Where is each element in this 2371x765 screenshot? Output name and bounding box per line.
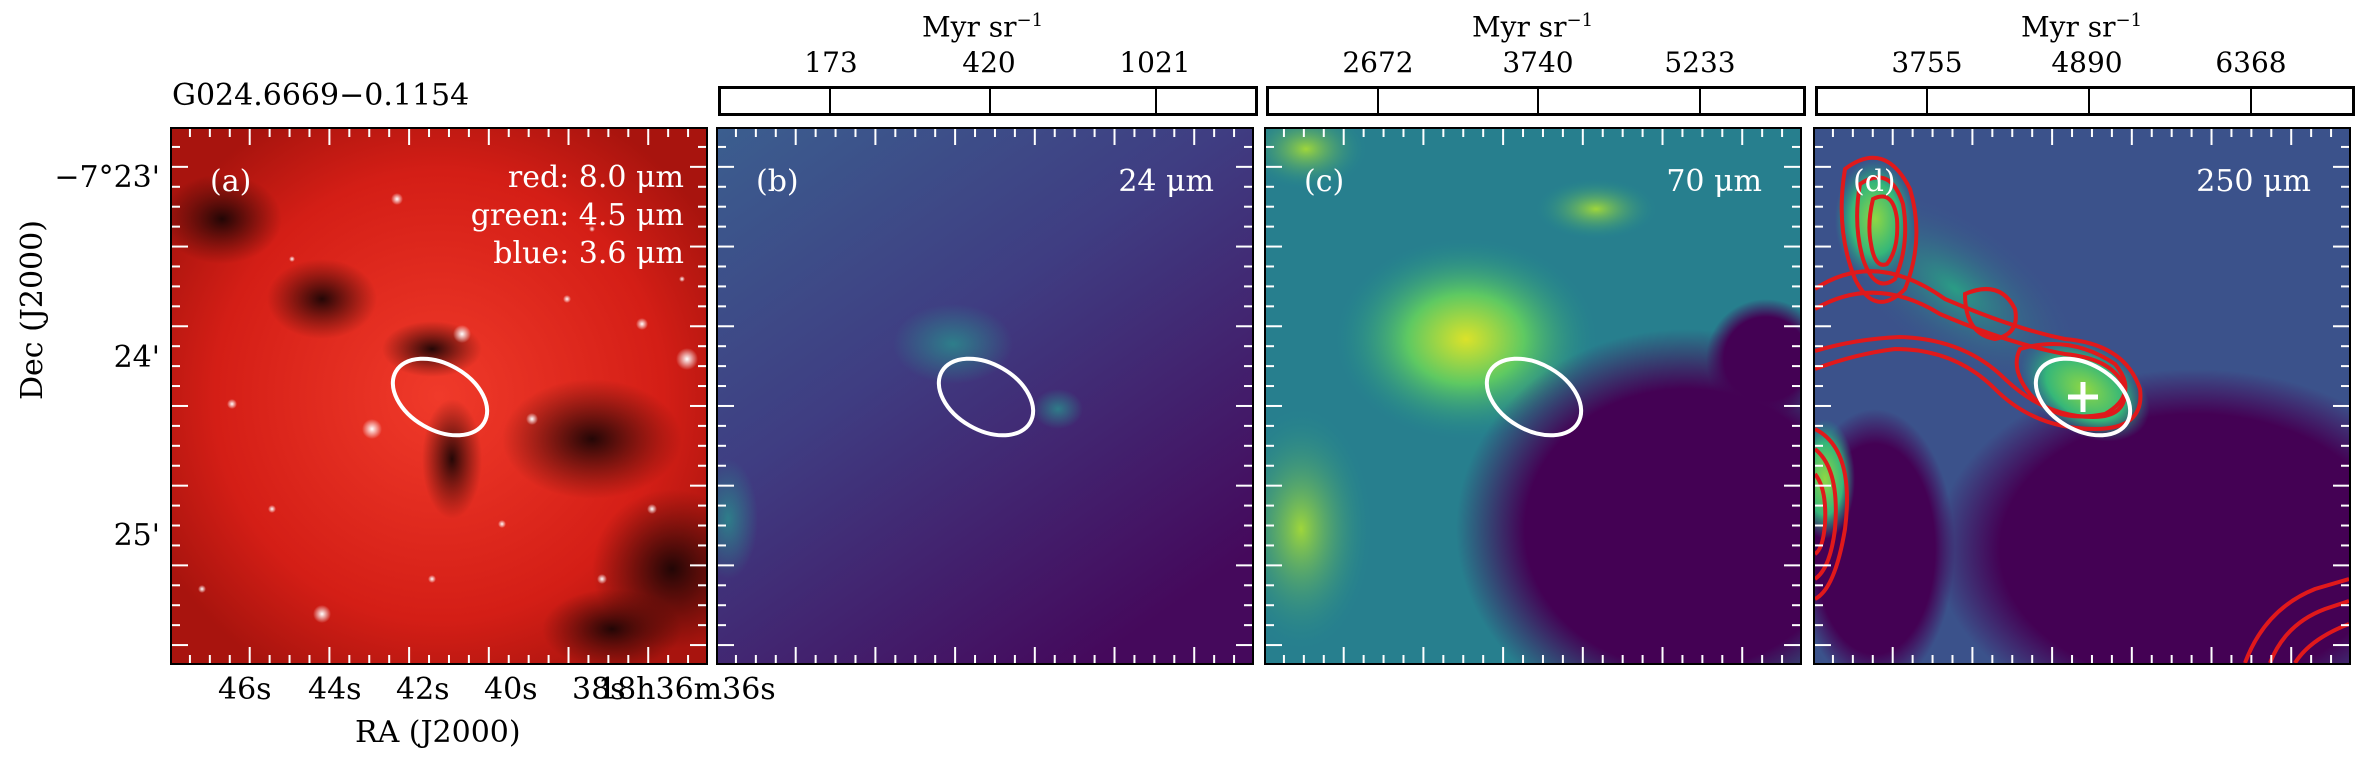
- panel-d-wavelength: 250 μm: [2196, 164, 2311, 199]
- panel-c-graphic: [1266, 129, 1800, 663]
- x-tick-label: 18h36m36s: [598, 672, 776, 707]
- x-tick-label: 38s: [572, 672, 626, 707]
- panel-c-wavelength: 70 μm: [1666, 164, 1762, 199]
- x-tick-label: 46s: [218, 672, 272, 707]
- panel-b-wavelength: 24 μm: [1118, 164, 1214, 199]
- panel-c-70um-map: (c) 70 μm: [1264, 127, 1802, 665]
- panel-b-label: (b): [756, 164, 799, 199]
- colorbar-tick-label: 420: [962, 46, 1016, 79]
- x-axis-label: RA (J2000): [355, 715, 521, 750]
- colorbar-tick-label: 3740: [1502, 46, 1574, 79]
- panel-b-24um-map: (b) 24 μm: [716, 127, 1254, 665]
- contours: [1815, 155, 2349, 663]
- colorbar-250um: [1815, 86, 2355, 116]
- colorbar-tick-label: 4890: [2051, 46, 2123, 79]
- y-tick-label: −7°23': [54, 160, 160, 195]
- colorbar-70um: [1266, 86, 1806, 116]
- colorbar-unit-d: Myr sr−1: [2021, 10, 2143, 44]
- colorbar-tick-label: 5233: [1664, 46, 1736, 79]
- panel-a-legend: red: 8.0 μm green: 4.5 μm blue: 3.6 μm: [470, 160, 684, 271]
- panel-d-label: (d): [1853, 164, 1896, 199]
- panel-a-label: (a): [210, 164, 252, 199]
- colorbar-unit-b: Myr sr−1: [922, 10, 1044, 44]
- panel-d-250um-map: (d) 250 μm: [1813, 127, 2351, 665]
- colorbar-tick-label: 173: [804, 46, 858, 79]
- panel-c-label: (c): [1304, 164, 1345, 199]
- colorbar-tick-label: 2672: [1342, 46, 1414, 79]
- colorbar-tick-label: 6368: [2215, 46, 2287, 79]
- x-tick-label: 42s: [396, 672, 450, 707]
- colorbar-24um: [718, 86, 1258, 116]
- peak-marker-icon: [2068, 382, 2098, 412]
- x-tick-label: 40s: [484, 672, 538, 707]
- panel-d-graphic: [1815, 129, 2349, 663]
- colorbar-tick-label: 1021: [1119, 46, 1191, 79]
- colorbar-tick-label: 3755: [1891, 46, 1963, 79]
- y-tick-label: 25': [113, 518, 160, 553]
- panel-a-graphic: [172, 129, 706, 663]
- panel-a-rgb-image: (a) red: 8.0 μm green: 4.5 μm blue: 3.6 …: [170, 127, 708, 665]
- panel-b-graphic: [718, 129, 1252, 663]
- source-title: G024.6669−0.1154: [172, 78, 470, 113]
- y-tick-label: 24': [113, 340, 160, 375]
- colorbar-unit-c: Myr sr−1: [1472, 10, 1594, 44]
- x-tick-label: 44s: [308, 672, 362, 707]
